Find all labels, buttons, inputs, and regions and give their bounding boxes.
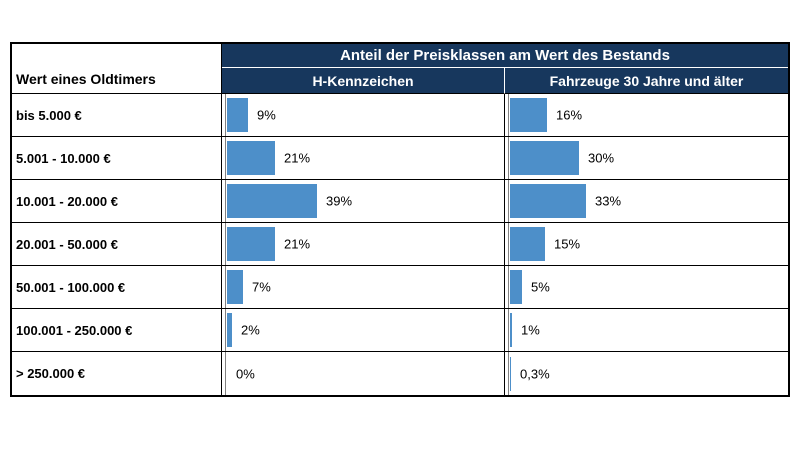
value-label: 9% [257,107,276,123]
bar-cell-fahrzeuge-30: 33% [505,180,788,223]
value-bar [510,141,579,175]
axis-line [225,137,226,179]
bar-cell-fahrzeuge-30: 16% [505,94,788,137]
price-class-label: 10.001 - 20.000 € [12,180,222,223]
table-row: 10.001 - 20.000 € 39% 33% [12,180,788,223]
price-class-table: Wert eines Oldtimers Anteil der Preiskla… [10,42,790,397]
bar-cell-fahrzeuge-30: 0,3% [505,352,788,395]
bar-cell-fahrzeuge-30: 15% [505,223,788,266]
value-bar [227,184,317,218]
table-row: 100.001 - 250.000 € 2% 1% [12,309,788,352]
value-label: 21% [284,236,311,252]
axis-line [225,266,226,308]
value-label: 0% [236,366,255,381]
column-header-fahrzeuge-30: Fahrzeuge 30 Jahre und älter [505,68,788,94]
axis-line [508,137,509,179]
value-label: 16% [556,107,583,123]
value-label: 33% [595,193,622,209]
bar-cell-fahrzeuge-30: 1% [505,309,788,352]
table-row: > 250.000 € 0% 0,3% [12,352,788,395]
table-row: 50.001 - 100.000 € 7% 5% [12,266,788,309]
axis-line [508,223,509,265]
bar-cell-h-kennzeichen: 39% [222,180,505,223]
value-bar [510,227,545,261]
value-label: 21% [284,150,311,166]
chart-title: Anteil der Preisklassen am Wert des Best… [222,44,788,68]
value-label: 0,3% [520,366,550,381]
bar-cell-fahrzeuge-30: 30% [505,137,788,180]
axis-line [508,352,509,395]
price-class-label: 100.001 - 250.000 € [12,309,222,352]
price-class-label: 50.001 - 100.000 € [12,266,222,309]
value-label: 39% [326,193,353,209]
value-bar [510,313,512,347]
title-row: Wert eines Oldtimers Anteil der Preiskla… [12,44,788,94]
table-row: 5.001 - 10.000 € 21% 30% [12,137,788,180]
value-label: 2% [241,322,260,338]
value-label: 7% [252,279,271,295]
value-bar [227,227,275,261]
price-class-label: bis 5.000 € [12,94,222,137]
bar-cell-h-kennzeichen: 9% [222,94,505,137]
axis-line [225,309,226,351]
bar-cell-h-kennzeichen: 21% [222,223,505,266]
value-label: 30% [588,150,615,166]
axis-line [225,94,226,136]
bar-cell-h-kennzeichen: 0% [222,352,505,395]
axis-line [508,266,509,308]
column-header-h-kennzeichen: H-Kennzeichen [222,68,505,94]
value-label: 1% [521,322,540,338]
value-bar [510,184,586,218]
value-bar [227,313,232,347]
table-row: bis 5.000 € 9% 16% [12,94,788,137]
value-bar [227,98,248,132]
value-bar [510,98,547,132]
value-label: 5% [531,279,550,295]
axis-line [508,180,509,222]
value-bar [227,141,275,175]
axis-line [508,309,509,351]
axis-line [508,94,509,136]
axis-line [225,223,226,265]
axis-line [225,352,226,395]
corner-header-label: Wert eines Oldtimers [12,44,222,94]
price-class-label: > 250.000 € [12,352,222,395]
price-class-label: 20.001 - 50.000 € [12,223,222,266]
value-bar [227,270,243,304]
column-header-row: H-Kennzeichen Fahrzeuge 30 Jahre und ält… [12,68,788,94]
table-row: 20.001 - 50.000 € 21% 15% [12,223,788,266]
bar-cell-h-kennzeichen: 7% [222,266,505,309]
price-class-label: 5.001 - 10.000 € [12,137,222,180]
value-bar [510,270,522,304]
bar-cell-h-kennzeichen: 21% [222,137,505,180]
table: Wert eines Oldtimers Anteil der Preiskla… [10,42,790,397]
bar-cell-fahrzeuge-30: 5% [505,266,788,309]
bar-cell-h-kennzeichen: 2% [222,309,505,352]
value-bar [510,356,511,391]
value-label: 15% [554,236,581,252]
axis-line [225,180,226,222]
